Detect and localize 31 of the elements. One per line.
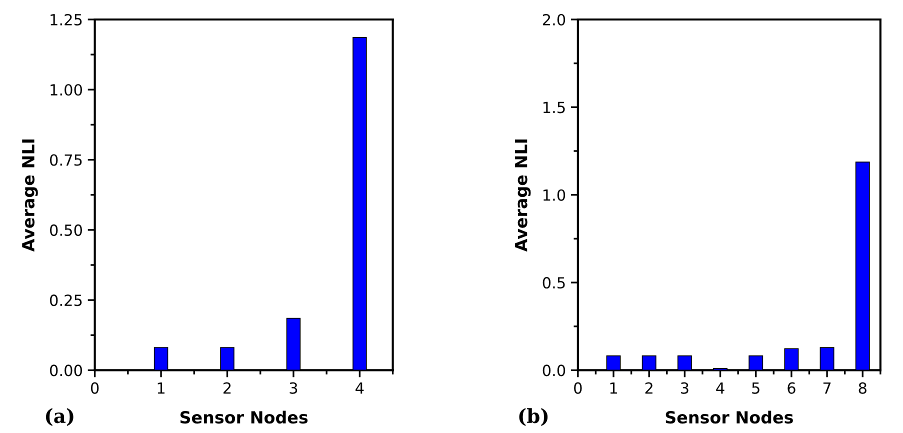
x-tick-label: 1 xyxy=(158,382,164,394)
x-tick-label: 0 xyxy=(90,382,99,394)
x-tick-label: 2 xyxy=(224,382,231,394)
y-tick-label: 0.5 xyxy=(542,277,565,289)
x-tick-label: 2 xyxy=(645,382,652,394)
x-axis-title: Sensor Nodes xyxy=(180,410,308,424)
y-axis-title: Average NLI xyxy=(22,140,38,252)
y-tick-label: 1.25 xyxy=(50,14,82,26)
text: (b) xyxy=(519,408,548,426)
y-tick-label: 2.0 xyxy=(542,14,566,26)
text: (a) xyxy=(46,408,74,426)
x-tick-label: 1 xyxy=(610,382,617,394)
x-tick-label: 4 xyxy=(356,382,364,394)
y-tick-label: 0.00 xyxy=(50,364,82,376)
y-tick-label: 0.25 xyxy=(50,294,82,306)
x-tick-label: 3 xyxy=(290,382,298,394)
x-tick-label: 0 xyxy=(574,382,582,394)
y-tick-label: 1.00 xyxy=(50,84,82,96)
x-tick-label: 6 xyxy=(788,382,796,394)
y-tick-label: 0.75 xyxy=(50,154,82,166)
y-tick-label: 1.5 xyxy=(543,102,565,114)
x-axis-title: Sensor Nodes xyxy=(666,410,793,424)
x-tick-label: 4 xyxy=(716,382,724,394)
y-axis-title: Average NLI xyxy=(514,140,531,252)
x-tick-label: 8 xyxy=(858,382,866,394)
y-tick-label: 0.50 xyxy=(50,224,82,236)
y-tick-label: 0.0 xyxy=(542,364,566,376)
x-tick-label: 5 xyxy=(752,382,760,394)
x-tick-label: 3 xyxy=(680,382,688,394)
y-tick-label: 1.0 xyxy=(543,189,566,201)
x-tick-label: 7 xyxy=(823,382,831,394)
